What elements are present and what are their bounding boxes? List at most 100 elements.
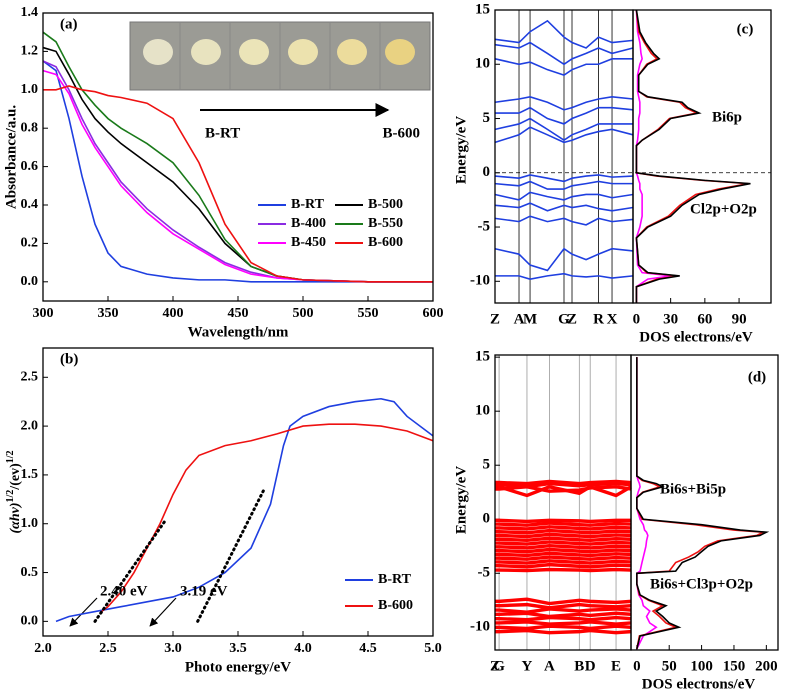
band-line [494,58,633,76]
legend-label: B-550 [368,216,403,231]
k-point-label: Z [490,311,500,327]
k-point-label: D [585,658,596,674]
legend-label: B-600 [378,598,413,613]
band-line [495,567,632,573]
panel-label: (a) [60,16,78,32]
plot-frame [42,12,434,302]
annotation: 3.19 eV [180,583,228,599]
x-tick-label: 550 [358,306,379,321]
x-tick-label: 200 [755,658,778,674]
band-line [495,521,632,527]
y-tick-label: 5 [483,457,491,473]
x-tick-label: 3.5 [229,641,247,656]
band-line [495,620,632,626]
annotation: Bi6s+Cl3p+O2p [650,576,753,592]
x-axis-title: Photo energy/eV [185,659,291,675]
photo-inset [129,21,431,91]
dos-line [636,357,767,650]
band-line [494,174,634,183]
band-line [495,536,632,543]
y-tick-label: 1.4 [21,5,39,20]
band-line [495,611,632,619]
band-line [495,602,632,610]
band-line [495,106,634,125]
band-line [495,615,632,622]
panel-label: (d) [748,369,766,385]
band-line [495,551,632,558]
y-tick-label: 0.0 [21,274,39,289]
x-tick-label: 2.0 [34,641,52,656]
band-line [495,481,632,489]
band-line [495,544,632,550]
x-tick-label: 60 [697,311,712,327]
annotation: 2.40 eV [100,583,148,599]
x-tick-label: 150 [723,658,746,674]
x-tick-label: 5.0 [424,641,442,656]
band-line [495,547,632,554]
x-tick-label: 350 [98,306,119,321]
y-tick-label: 0.5 [21,565,39,580]
band-line [495,562,632,569]
y-tick-label: -10 [470,619,490,635]
y-tick-label: 15 [475,1,490,17]
y-tick-label: 1.0 [21,516,39,531]
y-tick-label: 0 [483,164,491,180]
band-line [495,624,632,631]
data-line [55,397,434,623]
band-line [494,95,634,111]
y-axis-title: Absorbance/a.u. [3,105,19,209]
panel-label: (c) [737,21,754,37]
k-point-label: Y [522,658,533,674]
annotation: B-600 [383,125,421,141]
band-line [495,532,632,539]
y-axis-title-part: 1/2 [5,450,16,463]
x-tick-label: 500 [293,306,314,321]
annotation: Bi6p [712,109,742,125]
legend-label: B-400 [291,216,326,231]
x-tick-label: 90 [732,311,747,327]
y-tick-label: -10 [470,273,490,289]
legend-label: B-600 [368,235,403,250]
x-tick-label: 450 [228,306,249,321]
y-tick-label: 2.0 [21,418,39,433]
k-point-label: A [544,658,555,674]
panel-label: (b) [60,351,78,367]
plot-frame [42,347,434,637]
k-point-label: Z [490,658,500,674]
k-point-label: E [611,658,621,674]
plot-frame [630,354,779,651]
annotation: Bi6s+Bi5p [660,481,726,497]
band-line [494,180,633,190]
band-line [495,484,632,498]
y-tick-label: 0.4 [21,197,39,212]
k-point-label: G [558,311,570,327]
band-line [495,555,632,561]
y-tick-label: 1.0 [21,82,39,97]
x-tick-label: 600 [423,306,444,321]
k-point-label: M [523,311,537,327]
dos-line [636,357,770,650]
y-axis-title-part: /(ev) [8,463,23,491]
annotation-arrow [69,597,98,627]
x-tick-label: 0 [633,311,641,327]
dos-line [636,357,658,650]
k-point-label: R [593,311,604,327]
data-line [43,85,433,283]
k-point-label: G [493,658,505,674]
k-point-label: Z [567,311,577,327]
band-line [495,525,632,531]
y-tick-label: 0.0 [21,614,39,629]
y-tick-label: 1.5 [21,467,39,482]
data-line [101,423,434,613]
k-point-label: X [607,311,618,327]
legend-label: B-RT [378,572,412,587]
y-axis-title-part: 1/2 [5,490,16,503]
tangent-line [196,488,266,623]
band-line [495,540,632,546]
x-axis-title: DOS electrons/eV [642,676,756,692]
y-tick-label: 0.2 [21,236,39,251]
y-tick-label: 15 [475,349,490,365]
y-tick-label: 1.2 [21,44,39,59]
y-tick-label: 10 [475,56,490,72]
